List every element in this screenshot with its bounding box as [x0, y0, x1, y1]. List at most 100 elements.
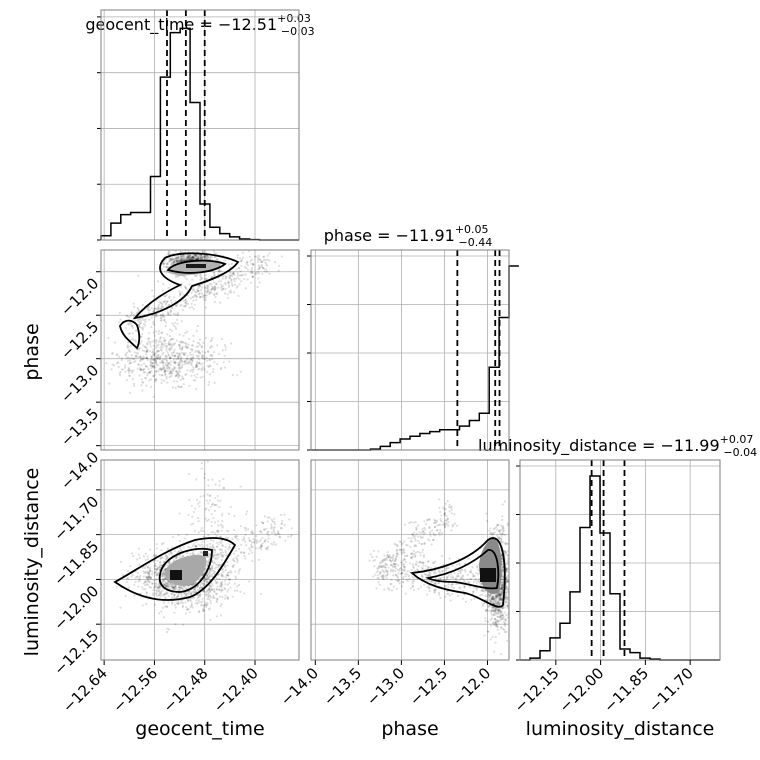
- sample-point: [166, 364, 169, 367]
- sample-point: [152, 395, 155, 398]
- sample-point: [233, 589, 237, 592]
- sample-point: [164, 584, 167, 588]
- sample-point: [170, 338, 173, 341]
- sample-point: [233, 279, 236, 283]
- sample-point: [192, 258, 195, 261]
- sample-point: [210, 282, 213, 285]
- sample-point: [134, 359, 137, 363]
- sample-point: [178, 346, 182, 349]
- sample-point: [427, 573, 430, 576]
- sample-point: [163, 316, 166, 319]
- sample-point: [268, 272, 271, 275]
- sample-point: [169, 370, 172, 373]
- sample-point: [163, 369, 167, 372]
- sample-point: [494, 618, 497, 621]
- sample-point: [162, 314, 165, 318]
- sample-point: [137, 318, 140, 321]
- sample-point: [162, 301, 165, 304]
- sample-point: [171, 257, 174, 260]
- sample-point: [160, 360, 163, 364]
- sample-point: [258, 266, 261, 269]
- sample-point: [205, 356, 208, 359]
- sample-point: [165, 377, 168, 380]
- sample-point: [144, 558, 147, 561]
- sample-point: [203, 285, 206, 288]
- sample-point: [156, 345, 159, 348]
- sample-point: [141, 333, 144, 336]
- sample-point: [484, 619, 487, 623]
- sample-point: [200, 277, 203, 280]
- sample-point: [195, 540, 198, 543]
- sample-point: [208, 587, 211, 590]
- sample-point: [169, 338, 172, 342]
- sample-point: [196, 602, 199, 605]
- sample-point: [153, 374, 157, 377]
- sample-point: [223, 586, 226, 590]
- sample-point: [224, 583, 227, 586]
- sample-point: [164, 362, 168, 365]
- sample-point: [154, 330, 158, 333]
- sample-point: [169, 370, 172, 374]
- sample-point: [194, 255, 198, 258]
- sample-point: [505, 579, 509, 582]
- sample-point: [235, 556, 238, 559]
- sample-point: [269, 527, 273, 530]
- sample-point: [170, 596, 174, 599]
- sample-point: [163, 601, 166, 604]
- sample-point: [192, 356, 195, 359]
- sample-point: [115, 585, 118, 588]
- sample-point: [266, 531, 269, 534]
- sample-point: [201, 345, 204, 348]
- sample-point: [210, 570, 213, 573]
- sample-point: [130, 361, 133, 364]
- sample-point: [500, 591, 503, 594]
- sample-point: [249, 549, 252, 552]
- sample-point: [159, 307, 162, 310]
- sample-point: [117, 361, 120, 364]
- sample-point: [173, 603, 176, 607]
- sample-point: [214, 496, 217, 500]
- sample-point: [400, 585, 404, 588]
- sample-point: [178, 374, 181, 377]
- sample-point: [192, 289, 195, 292]
- sample-point: [200, 292, 204, 295]
- sample-point: [183, 353, 186, 357]
- sample-point: [155, 573, 159, 576]
- sample-point: [274, 543, 278, 546]
- sample-point: [172, 259, 175, 262]
- sample-point: [207, 478, 210, 482]
- sample-point: [179, 255, 183, 258]
- sample-point: [141, 349, 145, 352]
- sample-point: [221, 512, 224, 515]
- sample-point: [227, 281, 230, 284]
- sample-point: [219, 614, 223, 617]
- sample-point: [154, 315, 157, 318]
- sample-point: [116, 353, 119, 356]
- sample-point: [169, 583, 172, 586]
- sample-point: [127, 345, 130, 348]
- sample-point: [171, 591, 174, 595]
- sample-point: [166, 300, 169, 303]
- sample-point: [137, 580, 140, 583]
- sample-point: [151, 573, 154, 576]
- sample-point: [147, 367, 150, 371]
- sample-point: [179, 259, 182, 262]
- sample-point: [227, 296, 230, 299]
- sample-point: [226, 597, 230, 600]
- sample-point: [236, 589, 239, 592]
- sample-point: [200, 604, 203, 607]
- sample-point: [377, 581, 380, 584]
- sample-point: [195, 586, 198, 589]
- sample-point: [170, 337, 173, 340]
- sample-point: [200, 256, 203, 259]
- sample-point: [197, 257, 200, 261]
- sample-point: [166, 627, 169, 630]
- sample-point: [155, 307, 158, 311]
- sample-point: [220, 287, 223, 290]
- sample-point: [209, 585, 212, 589]
- sample-point: [155, 542, 158, 546]
- sample-point: [199, 256, 202, 259]
- sample-point: [199, 273, 202, 276]
- sample-point: [239, 485, 242, 488]
- sample-point: [221, 568, 224, 571]
